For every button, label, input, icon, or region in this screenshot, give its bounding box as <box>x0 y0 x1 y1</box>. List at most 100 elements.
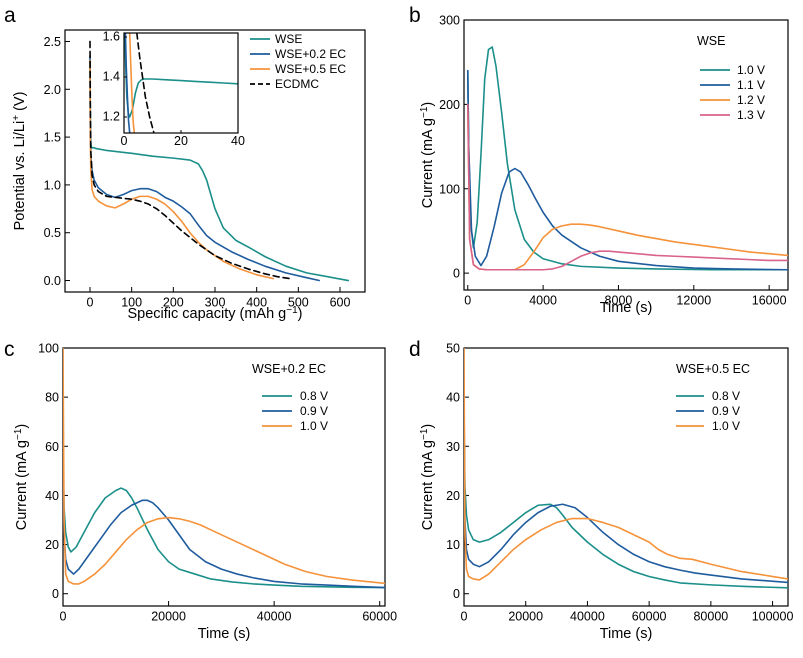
series-line-1-0-v <box>466 46 788 271</box>
y-tick-label: 2.5 <box>44 35 61 49</box>
legend-item: 1.2 V <box>700 93 765 107</box>
legend-item: ECDMC <box>250 77 319 91</box>
x-tick-label: 40000 <box>570 610 605 624</box>
x-tick-label: 20000 <box>508 610 543 624</box>
y-tick-label: 100 <box>439 182 460 196</box>
x-tick-label: 8000 <box>605 294 633 308</box>
series-line-0-8-v <box>63 445 385 589</box>
x-tick-label: 20000 <box>151 610 186 624</box>
legend-item: 0.9 V <box>262 404 328 418</box>
series-line-wse-0-2-ec <box>124 33 131 133</box>
x-tick-label: 60000 <box>362 610 397 624</box>
legend-label: 1.0 V <box>737 63 765 77</box>
series-line-1-0-v <box>63 348 385 585</box>
y-axis-label-d: Current (mA g−1) <box>419 424 436 531</box>
x-tick-label: 4000 <box>529 294 557 308</box>
y-axis-label-a: Potential vs. Li/Li+ (V) <box>11 92 28 231</box>
chart-title-b: WSE <box>697 34 725 48</box>
panel-c: c 0 20000 40000 60000 0 20 40 60 80 100 WSE+0.2 E… <box>4 338 397 642</box>
legend-item: WSE+0.5 EC <box>250 62 346 76</box>
legend-label: 0.8 V <box>712 389 740 403</box>
legend-item: 1.3 V <box>700 108 765 122</box>
y-axis-label-b: Current (mA g−1) <box>419 102 436 209</box>
series-line-1-2-v <box>466 103 788 271</box>
inset-axes: 0 20 40 1.2 1.4 1.6 <box>103 30 245 148</box>
y-tick-label: 200 <box>439 98 460 112</box>
y-tick-label: 1.5 <box>44 131 61 145</box>
inset-series-layer <box>124 33 238 133</box>
legend-label: 1.1 V <box>737 78 765 92</box>
legend-a: WSE WSE+0.2 EC WSE+0.5 EC ECDMC <box>250 32 346 91</box>
y-tick-label: 1.4 <box>103 70 120 84</box>
legend-label: 0.9 V <box>712 404 740 418</box>
series-line-ecdmc <box>89 40 291 280</box>
legend-item: 1.1 V <box>700 78 765 92</box>
x-tick-label: 40000 <box>257 610 292 624</box>
y-tick-label: 20 <box>446 489 460 503</box>
legend-item: WSE <box>250 32 302 46</box>
legend-item: WSE+0.2 EC <box>250 47 346 61</box>
y-tick-label: 10 <box>446 538 460 552</box>
x-tick-label: 16000 <box>752 294 787 308</box>
y-tick-label: 80 <box>45 391 59 405</box>
y-tick-label: 40 <box>446 391 460 405</box>
x-tick-label: 60000 <box>632 610 667 624</box>
legend-label: WSE+0.2 EC <box>275 47 346 61</box>
x-tick-label: 0 <box>87 296 94 310</box>
legend-label: 1.3 V <box>737 108 765 122</box>
series-line-1-0-v <box>464 348 788 581</box>
legend-label: 0.8 V <box>300 389 328 403</box>
legend-label: WSE+0.5 EC <box>275 62 346 76</box>
axes-a: 0 100 200 300 400 500 6000.00.51.01.52.02.5 <box>44 35 351 310</box>
y-tick-label: 2.0 <box>44 83 61 97</box>
axes-b: 0 4000 8000 12000 16000 0 100 200 300 <box>439 14 786 308</box>
x-tick-label: 300 <box>205 296 226 310</box>
series-layer-c <box>63 348 385 589</box>
legend-item: 1.0 V <box>700 63 765 77</box>
chart-title-d: WSE+0.5 EC <box>676 362 750 376</box>
x-axis-label-d: Time (s) <box>600 626 653 642</box>
legend-item: 0.8 V <box>676 389 740 403</box>
legend-item: 1.0 V <box>676 419 740 433</box>
y-tick-label: 0 <box>52 587 59 601</box>
y-tick-label: 0 <box>453 587 460 601</box>
series-line-ecdmc <box>136 33 155 133</box>
x-tick-label: 200 <box>163 296 184 310</box>
series-layer-a <box>89 40 350 282</box>
legend-label: 1.0 V <box>300 419 328 433</box>
legend-label: ECDMC <box>275 77 319 91</box>
x-tick-label: 0 <box>461 610 468 624</box>
panel-letter-d: d <box>409 338 421 361</box>
y-tick-label: 60 <box>45 440 59 454</box>
x-axis-label-b: Time (s) <box>600 300 653 316</box>
legend-label: 1.2 V <box>737 93 765 107</box>
x-tick-label: 80000 <box>693 610 728 624</box>
panel-letter-b: b <box>409 4 421 27</box>
y-tick-label: 1.0 <box>44 178 61 192</box>
y-tick-label: 40 <box>45 489 59 503</box>
panel-d: d 0 20000 40000 60000 80000 100000 0 10 20 30 40 50… <box>409 338 793 642</box>
panel-b: b 0 4000 8000 12000 16000 0 100 200 300 WSE 1.0 … <box>409 4 789 316</box>
series-line-1-1-v <box>466 69 788 271</box>
series-line-1-3-v <box>466 103 788 271</box>
panel-letter-a: a <box>4 4 16 27</box>
y-tick-label: 1.6 <box>103 30 120 44</box>
x-tick-label: 0 <box>121 134 128 148</box>
y-axis-label-c: Current (mA g−1) <box>13 424 30 531</box>
x-axis-label-c: Time (s) <box>198 626 251 642</box>
y-tick-label: 30 <box>446 440 460 454</box>
y-tick-label: 1.2 <box>103 110 120 124</box>
inset-a: 0 20 40 1.2 1.4 1.6 <box>103 30 245 148</box>
y-tick-label: 100 <box>38 342 59 356</box>
chart-title-c: WSE+0.2 EC <box>252 362 326 376</box>
legend-item: 0.9 V <box>676 404 740 418</box>
panel-a: a 0 100 200 300 400 500 6000.00.51.01.52.02.5 … <box>4 4 366 322</box>
x-tick-label: 0 <box>60 610 67 624</box>
x-tick-label: 400 <box>246 296 267 310</box>
series-line-0-8-v <box>464 420 788 589</box>
legend-label: 0.9 V <box>300 404 328 418</box>
panel-letter-c: c <box>4 338 15 361</box>
series-line-0-9-v <box>464 396 788 584</box>
legend-item: 0.8 V <box>262 389 328 403</box>
